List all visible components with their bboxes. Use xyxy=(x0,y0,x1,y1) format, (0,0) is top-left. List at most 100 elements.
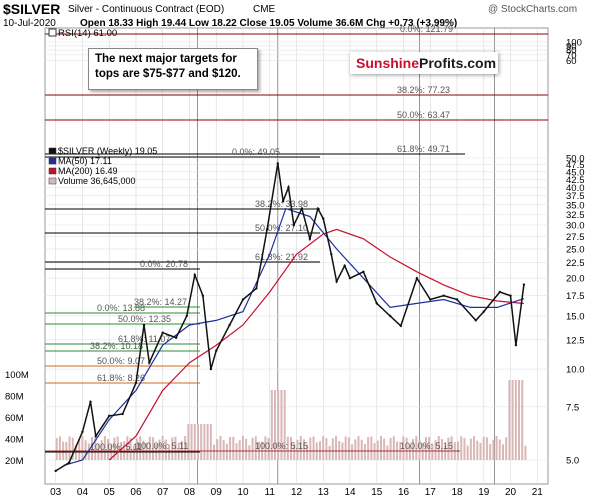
volume-bar xyxy=(386,445,389,460)
x-tick-label: 06 xyxy=(130,487,142,498)
price-point xyxy=(209,367,213,371)
volume-bar xyxy=(501,444,504,460)
volume-bar xyxy=(222,439,225,460)
x-tick-label: 07 xyxy=(157,487,169,498)
volume-bar xyxy=(132,445,135,460)
fib-label: 0.0%: 20.78 xyxy=(140,259,188,269)
volume-bar xyxy=(383,438,386,460)
volume-bar xyxy=(190,424,193,460)
y-tick-label: 25.0 xyxy=(566,244,585,255)
legend-label: MA(200) 16.49 xyxy=(58,166,118,176)
volume-bar xyxy=(193,424,196,460)
volume-bar xyxy=(466,445,469,460)
x-tick-label: 14 xyxy=(344,487,356,498)
volume-bar xyxy=(81,436,84,460)
y-tick-label: 100 xyxy=(566,38,582,49)
chart-symbol: $SILVER xyxy=(3,1,61,17)
volume-bar xyxy=(139,436,142,460)
volume-bar xyxy=(91,436,94,460)
y-tick-label: 7.5 xyxy=(566,402,579,413)
volume-bar xyxy=(74,445,77,460)
x-tick-label: 16 xyxy=(398,487,410,498)
volume-bar xyxy=(280,390,283,460)
volume-bar xyxy=(135,438,138,460)
price-point xyxy=(348,276,352,280)
volume-bar xyxy=(482,436,485,460)
volume-bar xyxy=(357,436,360,460)
volume-bar xyxy=(514,380,517,460)
price-point xyxy=(455,298,459,301)
volume-bar xyxy=(267,437,270,460)
volume-bar xyxy=(229,437,232,460)
volume-bar xyxy=(245,438,248,460)
y-tick-label: 90 xyxy=(566,41,577,52)
y-tick-label: 20.0 xyxy=(566,274,585,285)
y-tick-label: 50.0 xyxy=(566,154,585,165)
volume-bar xyxy=(94,436,97,460)
fib-label: 100.0%: 5.15 xyxy=(400,441,453,451)
volume-bar xyxy=(235,443,238,460)
volume-bar xyxy=(418,440,421,460)
volume-bar xyxy=(511,380,514,460)
volume-bar xyxy=(103,436,106,460)
volume-bar xyxy=(505,437,508,460)
x-tick-label: 09 xyxy=(211,487,223,498)
volume-bar xyxy=(444,444,447,460)
annotation-callout: The next major targets for tops are $75-… xyxy=(88,48,258,90)
price-point xyxy=(316,207,320,210)
fib-label: 100.0%: 5.11 xyxy=(136,441,188,451)
volume-bar xyxy=(328,445,331,460)
volume-bar xyxy=(421,443,424,460)
volume-bar xyxy=(100,440,103,460)
volume-bar xyxy=(460,436,463,460)
price-point xyxy=(121,412,124,416)
price-point xyxy=(67,461,71,464)
y-tick-label: 37.5 xyxy=(566,191,585,202)
volume-bar xyxy=(299,436,302,460)
sunshine-profits-logo: SunshineProfits.com xyxy=(350,52,498,74)
chart-date: 10-Jul-2020 xyxy=(3,18,56,29)
volume-bar xyxy=(58,436,61,460)
x-tick-label: 11 xyxy=(265,487,276,498)
volume-bar xyxy=(209,424,212,460)
volume-bar xyxy=(376,440,379,460)
price-point xyxy=(375,302,378,305)
price-point xyxy=(474,319,477,322)
rsi-legend-label: RSI(14) 61.00 xyxy=(58,28,117,39)
x-tick-label: 05 xyxy=(104,487,116,498)
price-point xyxy=(281,199,285,203)
volume-tick-label: 60M xyxy=(5,413,24,424)
price-point xyxy=(142,323,146,327)
volume-bar xyxy=(347,437,350,460)
price-point xyxy=(335,280,338,283)
volume-bar xyxy=(428,436,431,460)
volume-bar xyxy=(524,445,527,460)
volume-bar xyxy=(254,436,257,460)
volume-bar xyxy=(219,436,222,460)
volume-bar xyxy=(402,436,405,460)
x-tick-label: 10 xyxy=(237,487,249,498)
legend-swatch xyxy=(48,157,57,165)
volume-bar xyxy=(129,438,132,460)
volume-bar xyxy=(392,436,395,460)
price-point xyxy=(292,223,296,227)
fib-label: 38.2%: 33.98 xyxy=(255,199,308,209)
fib-label: 50.0%: 27.10 xyxy=(255,223,308,233)
volume-bar xyxy=(187,424,190,460)
x-tick-label: 21 xyxy=(532,487,544,498)
price-point xyxy=(54,469,57,473)
chart-exchange: CME xyxy=(253,4,276,15)
price-point xyxy=(498,290,502,294)
fib-label: 61.8%: 21.92 xyxy=(255,252,308,262)
volume-bar xyxy=(148,436,151,460)
fib-label: 0.0%: 13.88 xyxy=(97,303,145,313)
price-point xyxy=(255,287,258,290)
volume-bar xyxy=(360,439,363,460)
volume-bar xyxy=(78,438,81,460)
logo-part-1: Sunshine xyxy=(356,55,420,71)
volume-bar xyxy=(206,424,209,460)
volume-bar xyxy=(469,438,472,460)
fib-label: 0.0%: 49.05 xyxy=(232,147,280,157)
volume-bar xyxy=(180,440,183,460)
x-tick-label: 03 xyxy=(50,487,62,498)
